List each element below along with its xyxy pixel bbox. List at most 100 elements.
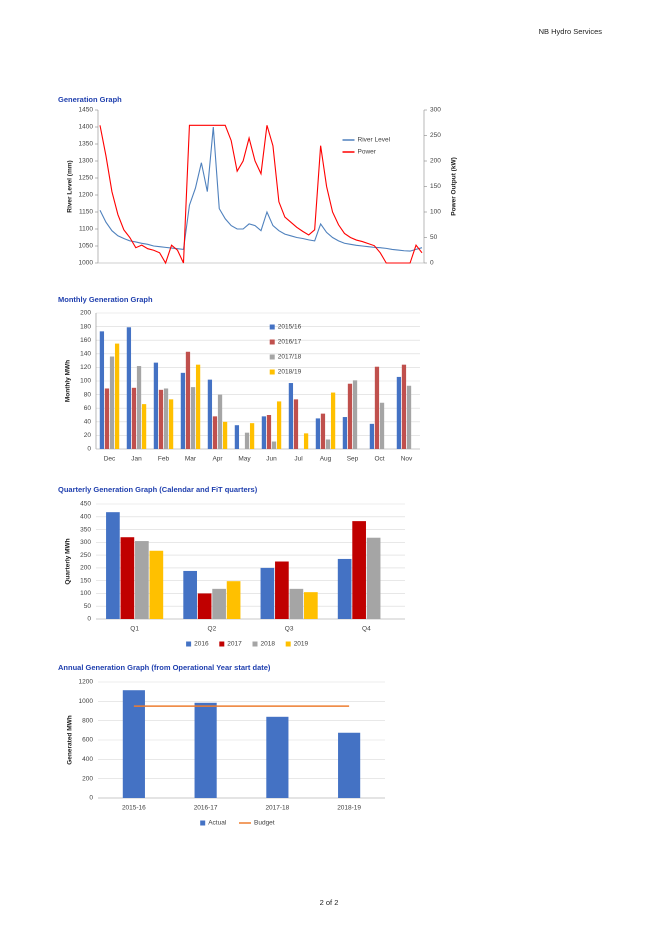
y-tick-label: 0	[89, 795, 93, 802]
bar	[325, 439, 331, 449]
bar	[153, 362, 159, 449]
bar	[109, 356, 115, 449]
chart-title: Generation Graph	[58, 95, 122, 104]
bar	[99, 331, 105, 449]
y-tick-label: 1200	[79, 679, 94, 686]
legend-label: Actual	[208, 820, 227, 827]
legend-swatch	[269, 324, 275, 330]
bar	[260, 567, 275, 619]
bar	[106, 512, 120, 619]
bar	[217, 394, 223, 449]
bar	[197, 593, 212, 619]
y-tick-label: 80	[84, 391, 92, 398]
bar	[352, 380, 358, 449]
x-tick-label: Q1	[130, 626, 139, 633]
bar	[369, 423, 375, 449]
bar	[131, 387, 137, 449]
x-tick-label: 2018-19	[337, 805, 361, 812]
x-tick-label: Q2	[208, 626, 217, 633]
bar	[293, 399, 299, 449]
y-axis-title: River Level (mm)	[67, 160, 74, 212]
bar	[401, 364, 407, 449]
bar	[266, 716, 289, 798]
bar	[234, 425, 240, 449]
y-tick-label: 350	[80, 526, 91, 533]
bar	[303, 433, 309, 449]
bar	[190, 387, 196, 449]
legend-label: 2018	[261, 641, 276, 648]
y2-tick-label: 100	[430, 209, 441, 216]
bar	[366, 537, 381, 619]
y2-tick-label: 200	[430, 158, 441, 165]
bar	[330, 392, 336, 449]
bar	[120, 537, 135, 619]
y-tick-label: 200	[82, 775, 93, 782]
bar	[244, 432, 250, 449]
chart-title: Quarterly Generation Graph (Calendar and…	[58, 485, 258, 494]
y-tick-label: 120	[80, 364, 91, 371]
bar	[347, 383, 353, 449]
y-tick-label: 160	[80, 337, 91, 344]
x-tick-label: Sep	[347, 456, 359, 463]
bar	[163, 388, 169, 449]
legend-swatch	[269, 354, 275, 360]
y-tick-label: 1100	[79, 226, 93, 233]
y-tick-label: 180	[80, 323, 91, 330]
y2-tick-label: 300	[430, 107, 441, 114]
bar	[194, 702, 217, 798]
bar	[271, 441, 277, 449]
y-tick-label: 300	[80, 539, 91, 546]
y2-tick-label: 250	[430, 132, 441, 139]
x-tick-label: Jun	[266, 456, 277, 463]
y-tick-label: 0	[87, 446, 91, 453]
y-tick-label: 200	[80, 565, 91, 572]
bar	[226, 581, 241, 619]
y-tick-label: 200	[80, 310, 91, 317]
legend-label: 2017/18	[278, 354, 302, 361]
series-line	[99, 124, 423, 265]
legend-swatch	[285, 641, 291, 647]
y-tick-label: 1400	[79, 124, 94, 131]
y-tick-label: 140	[80, 351, 91, 358]
x-tick-label: Jan	[131, 456, 142, 463]
legend-swatch	[200, 820, 206, 826]
x-tick-label: Feb	[158, 456, 170, 463]
page-footer: 2 of 2	[320, 898, 339, 907]
bar	[275, 561, 289, 619]
bar	[149, 550, 164, 619]
bar	[352, 521, 366, 619]
bar	[185, 351, 191, 449]
y-tick-label: 1050	[79, 243, 94, 250]
y-tick-label: 250	[80, 552, 91, 559]
bar	[168, 399, 174, 449]
x-tick-label: Q3	[285, 626, 294, 633]
chart-title: Annual Generation Graph (from Operationa…	[58, 663, 271, 672]
x-tick-label: 2016-17	[194, 805, 218, 812]
legend-label: 2018/19	[278, 369, 302, 376]
x-tick-label: Jul	[294, 456, 303, 463]
bar	[141, 404, 147, 449]
bar	[114, 343, 120, 449]
x-tick-label: 2015-16	[122, 805, 146, 812]
y-tick-label: 1000	[79, 260, 94, 267]
bar	[406, 385, 412, 449]
bar	[374, 366, 380, 449]
legend-label: 2016/17	[278, 339, 302, 346]
bar	[222, 421, 228, 449]
y2-tick-label: 150	[430, 183, 441, 190]
y-tick-label: 1250	[79, 175, 94, 182]
legend-label: 2017	[227, 641, 242, 648]
legend-label: 2019	[294, 641, 309, 648]
y-tick-label: 1300	[79, 158, 94, 165]
page-header: NB Hydro Services	[539, 27, 603, 36]
bar	[261, 416, 267, 449]
series-line	[99, 126, 423, 252]
y-axis-title: Quarterly MWh	[65, 538, 72, 584]
bar	[396, 376, 402, 449]
y-tick-label: 50	[84, 603, 92, 610]
y-tick-label: 100	[80, 378, 91, 385]
x-tick-label: Aug	[320, 456, 332, 463]
legend-label: 2016	[194, 641, 209, 648]
legend-swatch	[269, 339, 275, 345]
